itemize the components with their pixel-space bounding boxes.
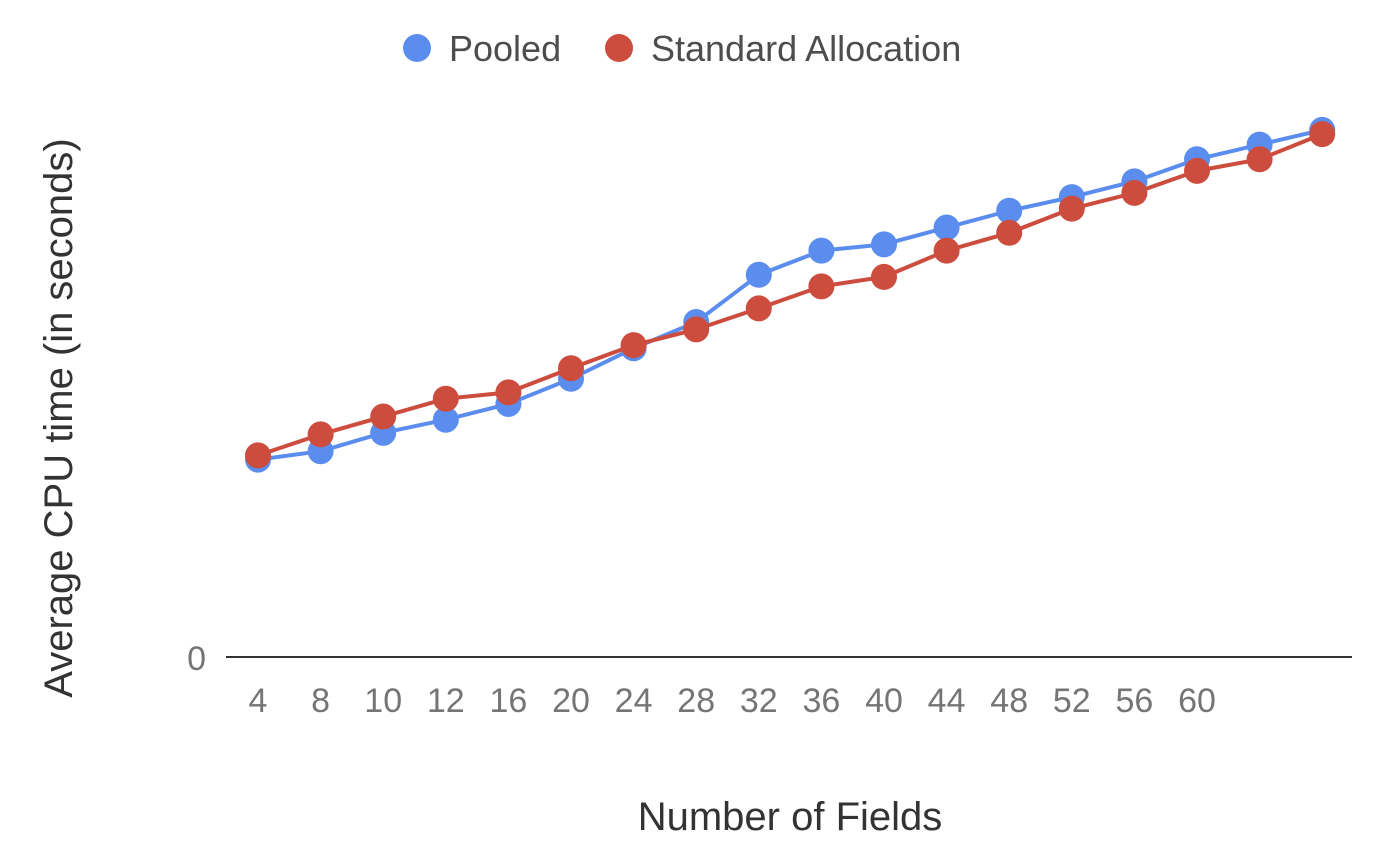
data-point-standard-allocation (1058, 195, 1085, 222)
x-tick-label: 20 (552, 682, 590, 720)
legend-label-pooled: Pooled (449, 28, 561, 69)
data-point-standard-allocation (808, 273, 835, 300)
series-pooled (245, 116, 1336, 473)
legend: Pooled Standard Allocation (403, 28, 961, 69)
x-tick-labels: 4 8 10 12 16 20 24 28 32 36 40 44 48 52 56 60 (249, 682, 1216, 720)
series-layer (245, 116, 1336, 473)
data-point-standard-allocation (307, 421, 334, 448)
data-point-standard-allocation (620, 332, 647, 359)
x-tick-label: 28 (677, 682, 715, 720)
data-point-standard-allocation (1121, 179, 1148, 206)
data-point-standard-allocation (1309, 121, 1336, 148)
data-point-pooled (745, 261, 772, 288)
data-point-standard-allocation (432, 385, 459, 412)
data-point-standard-allocation (745, 295, 772, 322)
data-point-standard-allocation (370, 403, 397, 430)
y-tick-label: 0 (187, 640, 206, 678)
series-line-standard-allocation (257, 132, 1323, 458)
x-axis-title: Number of Fields (638, 795, 943, 839)
data-point-standard-allocation (1184, 157, 1210, 184)
x-tick-label: 32 (740, 682, 778, 720)
data-point-pooled (432, 406, 459, 433)
x-tick-label: 36 (802, 682, 840, 720)
data-point-pooled (933, 214, 960, 241)
x-tick-label: 48 (990, 682, 1028, 720)
data-point-standard-allocation (1246, 146, 1273, 173)
x-tick-label: 24 (615, 682, 653, 720)
x-tick-label: 4 (249, 682, 268, 720)
x-tick-label: 8 (311, 682, 330, 720)
legend-label-standard-allocation: Standard Allocation (651, 28, 961, 69)
x-tick-label: 40 (865, 682, 903, 720)
data-point-standard-allocation (871, 263, 897, 290)
y-axis-title: Average CPU time (in seconds) (37, 138, 81, 698)
series-standard-allocation (245, 121, 1336, 469)
data-point-standard-allocation (495, 379, 522, 406)
x-tick-label: 52 (1053, 682, 1091, 720)
legend-swatch-standard-allocation (605, 34, 633, 62)
data-point-pooled (808, 237, 835, 264)
data-point-standard-allocation (245, 442, 271, 469)
x-tick-label: 56 (1115, 682, 1153, 720)
x-tick-label: 12 (427, 682, 465, 720)
x-tick-label: 60 (1178, 682, 1216, 720)
x-tick-label: 44 (928, 682, 966, 720)
data-point-standard-allocation (933, 237, 960, 264)
x-tick-label: 16 (489, 682, 527, 720)
legend-swatch-pooled (403, 34, 431, 62)
data-point-standard-allocation (996, 219, 1023, 246)
data-point-pooled (871, 231, 897, 258)
series-line-pooled (257, 127, 1323, 462)
data-point-standard-allocation (558, 355, 584, 382)
data-point-standard-allocation (683, 316, 710, 343)
data-point-pooled (996, 197, 1023, 224)
x-tick-label: 10 (364, 682, 402, 720)
